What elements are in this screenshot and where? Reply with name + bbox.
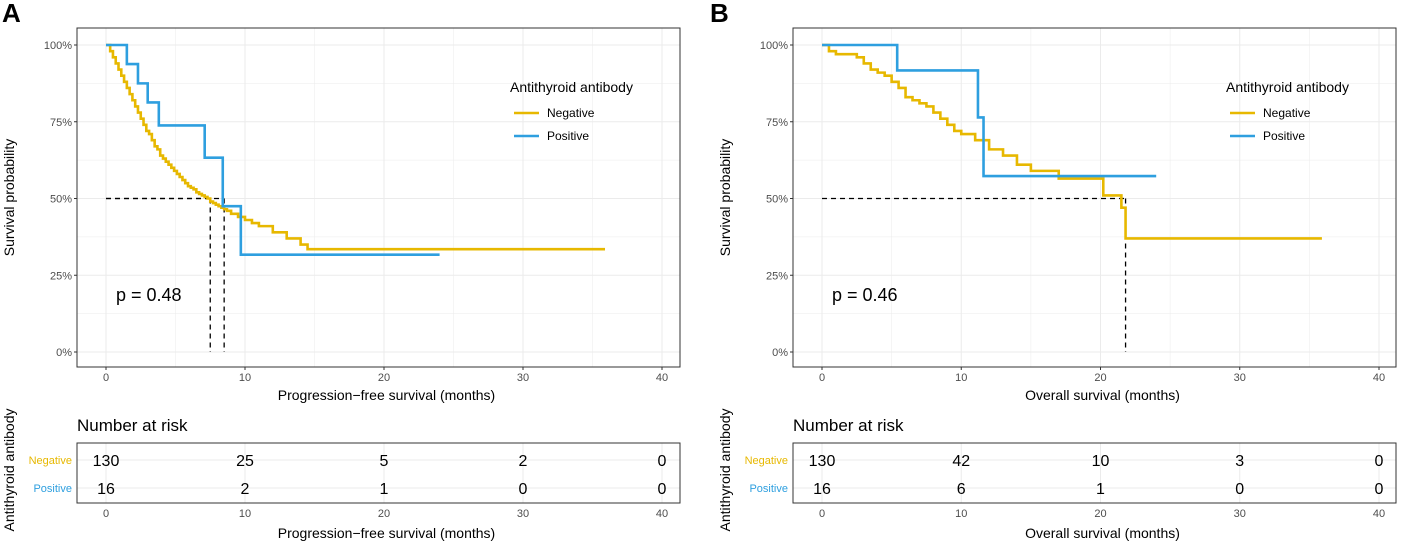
y-tick-label: 75% bbox=[50, 117, 72, 129]
km-curve-positive bbox=[106, 43, 440, 256]
p-value-label: p = 0.46 bbox=[832, 285, 898, 305]
plot-background bbox=[793, 28, 1396, 367]
risk-row-label-negative: Negative bbox=[745, 455, 788, 467]
risk-count: 130 bbox=[809, 453, 836, 470]
legend-entry-positive: Positive bbox=[547, 129, 589, 143]
y-axis-title: Survival probability bbox=[717, 139, 733, 257]
x-tick-label: 20 bbox=[1094, 372, 1106, 384]
y-tick-label: 0% bbox=[56, 347, 72, 359]
risk-count: 6 bbox=[957, 481, 966, 498]
legend: Antithyroid antibody Negative Positive bbox=[510, 79, 633, 143]
legend-title: Antithyroid antibody bbox=[1226, 79, 1349, 95]
risk-table-title: Number at risk bbox=[77, 416, 188, 435]
p-value-label: p = 0.48 bbox=[116, 285, 182, 305]
risk-x-axis-title: Overall survival (months) bbox=[1025, 525, 1180, 541]
risk-count: 25 bbox=[236, 453, 254, 470]
panel-letter: B bbox=[710, 0, 729, 28]
risk-x-tick-label: 40 bbox=[1373, 508, 1385, 520]
panel-letter: A bbox=[2, 0, 21, 28]
x-tick-label: 10 bbox=[239, 372, 251, 384]
x-tick-label: 30 bbox=[517, 372, 529, 384]
risk-frame bbox=[792, 442, 1397, 504]
risk-x-tick-label: 30 bbox=[517, 508, 529, 520]
y-tick-label: 25% bbox=[50, 270, 72, 282]
risk-count: 0 bbox=[1375, 481, 1384, 498]
risk-count: 0 bbox=[1375, 453, 1384, 470]
risk-y-axis-title: Antithyroid antibody bbox=[717, 409, 733, 532]
gridlines bbox=[793, 28, 1396, 367]
x-tick-label: 40 bbox=[656, 372, 668, 384]
risk-x-axis-title: Progression−free survival (months) bbox=[278, 525, 495, 541]
y-axis-title: Survival probability bbox=[1, 139, 17, 257]
y-tick-label: 100% bbox=[760, 40, 788, 52]
risk-count: 2 bbox=[241, 481, 250, 498]
risk-count: 10 bbox=[1092, 453, 1110, 470]
km-curve-negative bbox=[822, 43, 1322, 240]
legend-entry-negative: Negative bbox=[547, 106, 595, 120]
risk-count: 16 bbox=[97, 481, 115, 498]
x-tick-label: 20 bbox=[378, 372, 390, 384]
x-tick-label: 40 bbox=[1373, 372, 1385, 384]
x-tick-label: 0 bbox=[819, 372, 825, 384]
plot-frame bbox=[792, 27, 1397, 368]
legend-entry-positive: Positive bbox=[1263, 129, 1305, 143]
risk-background bbox=[793, 443, 1396, 503]
risk-count: 2 bbox=[519, 453, 528, 470]
x-axis-title: Progression−free survival (months) bbox=[278, 387, 495, 403]
plot-frame bbox=[76, 27, 681, 368]
risk-count: 130 bbox=[93, 453, 120, 470]
gridlines bbox=[77, 28, 680, 367]
risk-x-tick-label: 30 bbox=[1234, 508, 1246, 520]
y-tick-label: 25% bbox=[766, 270, 788, 282]
risk-count: 5 bbox=[380, 453, 389, 470]
risk-x-tick-label: 20 bbox=[1094, 508, 1106, 520]
x-tick-label: 0 bbox=[103, 372, 109, 384]
y-tick-label: 100% bbox=[44, 40, 72, 52]
risk-count: 42 bbox=[952, 453, 970, 470]
risk-count: 3 bbox=[1235, 453, 1244, 470]
risk-x-tick-label: 0 bbox=[819, 508, 825, 520]
risk-count: 0 bbox=[658, 481, 667, 498]
risk-table-title: Number at risk bbox=[793, 416, 904, 435]
risk-count: 1 bbox=[1096, 481, 1105, 498]
risk-y-axis-title: Antithyroid antibody bbox=[1, 409, 17, 532]
legend-entry-negative: Negative bbox=[1263, 106, 1311, 120]
legend-title: Antithyroid antibody bbox=[510, 79, 633, 95]
risk-frame bbox=[76, 442, 681, 504]
risk-count: 0 bbox=[658, 453, 667, 470]
risk-count: 0 bbox=[519, 481, 528, 498]
y-tick-label: 75% bbox=[766, 117, 788, 129]
legend: Antithyroid antibody Negative Positive bbox=[1226, 79, 1349, 143]
risk-row-label-positive: Positive bbox=[33, 483, 72, 495]
x-tick-label: 30 bbox=[1234, 372, 1246, 384]
risk-x-tick-label: 10 bbox=[239, 508, 251, 520]
risk-x-tick-label: 40 bbox=[656, 508, 668, 520]
risk-count: 1 bbox=[380, 481, 389, 498]
x-tick-label: 10 bbox=[955, 372, 967, 384]
panel-a: A0%25%50%75%100%0 10 20 30 40Progression−fre… bbox=[1, 0, 681, 541]
risk-x-tick-label: 10 bbox=[955, 508, 967, 520]
plot-background bbox=[77, 28, 680, 367]
risk-x-tick-label: 20 bbox=[378, 508, 390, 520]
y-tick-label: 0% bbox=[772, 347, 788, 359]
risk-row-label-negative: Negative bbox=[29, 455, 72, 467]
risk-count: 0 bbox=[1235, 481, 1244, 498]
risk-x-tick-label: 0 bbox=[103, 508, 109, 520]
km-curve-positive bbox=[822, 43, 1157, 178]
risk-background bbox=[77, 443, 680, 503]
km-curve-negative bbox=[106, 43, 606, 251]
y-tick-label: 50% bbox=[766, 194, 788, 206]
risk-count: 16 bbox=[813, 481, 831, 498]
y-tick-label: 50% bbox=[50, 194, 72, 206]
x-axis-title: Overall survival (months) bbox=[1025, 387, 1180, 403]
risk-row-label-positive: Positive bbox=[749, 483, 788, 495]
